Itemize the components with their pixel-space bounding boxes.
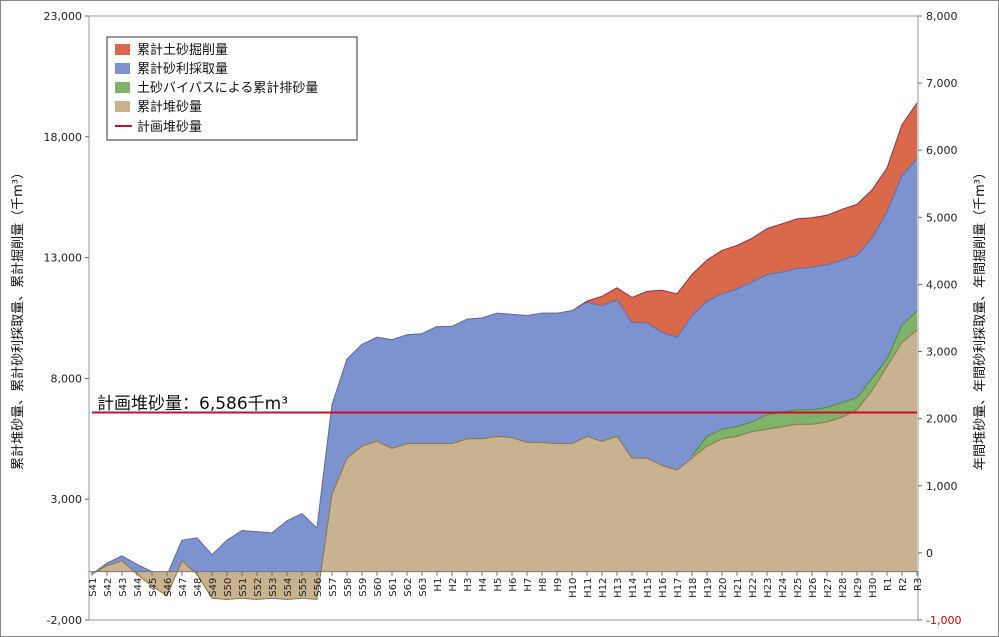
x-tick-label: H12 [598,578,609,598]
right-tick-label: 7,000 [926,77,958,90]
x-tick-label: H10 [568,578,579,598]
right-tick-label: -1,000 [926,614,961,627]
x-tick-label: S51 [238,578,249,597]
x-tick-label: H27 [823,578,834,598]
x-tick-label: R3 [913,578,924,591]
left-tick-label: 3,000 [51,493,83,506]
left-axis-label: 累計堆砂量、累計砂利採取量、累計掘削量（千m³） [10,166,26,470]
legend-label-bypass: 土砂バイパスによる累計排砂量 [137,80,318,96]
x-tick-label: S61 [388,578,399,597]
x-tick-label: S46 [163,578,174,597]
x-tick-label: H16 [658,578,669,598]
x-tick-label: S53 [268,578,279,597]
legend-swatch-excavation [115,44,130,55]
x-tick-label: H29 [853,578,864,598]
right-axis-ticks: -1,000 0 1,000 2,000 3,000 4,000 5,000 6,000 7,0… [918,10,961,627]
area-series-3 [92,330,917,600]
x-tick-label: H19 [703,578,714,598]
x-tick-label: H6 [508,578,519,592]
x-tick-label: S45 [148,578,159,597]
x-tick-label: S52 [253,578,264,597]
left-tick-label: 8,000 [51,372,83,385]
right-tick-label: 3,000 [926,346,958,359]
legend-label-sediment: 累計堆砂量 [137,99,202,115]
x-axis-ticks: S41 S42 S43 S44 S45 S46 S47 S48 S49 S50 S51 S52 S53 S… [88,571,924,598]
x-tick-label: H3 [463,578,474,592]
x-tick-label: H11 [583,578,594,598]
right-tick-label: 4,000 [926,278,958,291]
x-tick-label: S55 [298,578,309,597]
right-tick-label: 8,000 [926,10,958,23]
x-tick-label: H4 [478,578,489,592]
x-tick-label: R1 [883,578,894,591]
x-tick-label: S62 [403,578,414,597]
left-tick-label: 18,000 [44,131,83,144]
legend-swatch-sediment [115,101,130,112]
legend-box [106,36,358,141]
x-tick-label: S57 [328,578,339,597]
x-tick-label: S60 [373,578,384,597]
legend: 累計土砂掘削量 累計砂利採取量 土砂バイパスによる累計排砂量 累計堆砂量 計画堆… [106,36,358,141]
x-tick-label: S50 [223,578,234,597]
x-tick-label: H15 [643,578,654,598]
area-layers [91,102,918,601]
x-tick-label: H18 [688,578,699,598]
legend-label-excavation: 累計土砂掘削量 [137,42,228,58]
x-tick-label: S47 [178,578,189,597]
x-tick-label: S63 [418,578,429,597]
area-outline-2 [691,310,918,457]
x-tick-label: S44 [133,578,144,597]
x-tick-label: H26 [808,578,819,598]
left-tick-label: 13,000 [44,252,83,265]
x-tick-label: H2 [448,578,459,592]
right-tick-label: 1,000 [926,480,958,493]
area-outline-3 [91,329,918,601]
x-tick-label: H22 [748,578,759,598]
x-tick-label: H5 [493,578,504,592]
right-tick-label: 6,000 [926,144,958,157]
x-tick-label: H14 [628,578,639,598]
right-tick-label: 2,000 [926,413,958,426]
x-tick-label: H8 [538,578,549,592]
x-tick-label: H23 [763,578,774,598]
x-tick-label: H30 [868,578,879,598]
legend-label-gravel: 累計砂利採取量 [137,61,228,77]
left-tick-label: 23,000 [44,10,83,23]
x-tick-label: S59 [358,578,369,597]
right-tick-label: 5,000 [926,211,958,224]
area-outline-1 [91,158,918,576]
x-tick-label: H13 [613,578,624,598]
x-tick-label: S42 [103,578,114,597]
x-tick-label: H7 [523,578,534,592]
legend-swatch-bypass [115,82,130,93]
x-tick-label: H1 [433,578,444,592]
x-tick-label: H17 [673,578,684,598]
x-tick-label: H24 [778,578,789,598]
x-tick-label: S56 [313,578,324,597]
x-tick-label: S54 [283,578,294,597]
x-tick-label: S58 [343,578,354,597]
legend-swatch-gravel [115,63,130,74]
right-tick-label: 0 [926,547,933,560]
x-tick-label: S41 [88,578,99,597]
left-tick-label: -2,000 [47,614,82,627]
legend-label-plan: 計画堆砂量 [137,119,202,135]
x-tick-label: H9 [553,578,564,592]
x-tick-label: H20 [718,578,729,598]
x-tick-label: S48 [193,578,204,597]
x-tick-label: H21 [733,578,744,598]
left-axis-ticks: -2,000 3,000 8,000 13,000 18,000 23,000 [44,10,89,627]
x-tick-label: R2 [898,578,909,591]
plan-label: 計画堆砂量：6,586千m³ [97,394,288,414]
x-tick-label: H25 [793,578,804,598]
x-tick-label: S43 [118,578,129,597]
x-tick-label: H28 [838,578,849,598]
x-tick-label: S49 [208,578,219,597]
right-axis-label: 年間堆砂量、年間砂利採取量、年間掘削量（千m³） [973,166,988,470]
